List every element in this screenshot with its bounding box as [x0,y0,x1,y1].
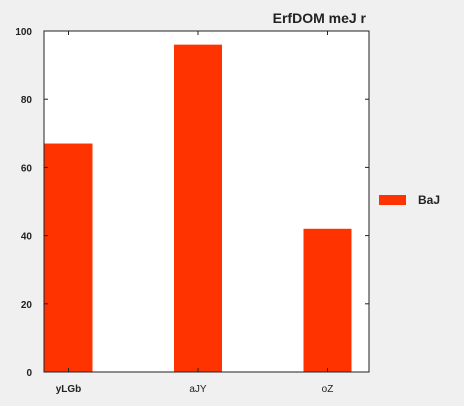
x-tick-label: aJY [189,384,207,395]
bar-oZ [303,228,352,372]
chart-title: ErfDOM meJ r [273,10,367,26]
x-tick-label: yLGb [56,384,82,395]
y-tick-label: 100 [15,27,32,38]
y-tick-label: 80 [21,95,33,106]
y-tick-label: 20 [21,300,33,311]
bar-yLGb [44,143,93,372]
plot-frame [43,30,370,373]
legend-label: BaJ [418,193,440,207]
y-tick-label: 60 [21,163,33,174]
bar-aJY [174,44,222,372]
x-tick-label: oZ [322,384,334,395]
y-tick-label: 0 [26,368,32,379]
legend-swatch [379,195,406,205]
y-tick-label: 40 [21,232,33,243]
legend: BaJ [379,193,440,207]
